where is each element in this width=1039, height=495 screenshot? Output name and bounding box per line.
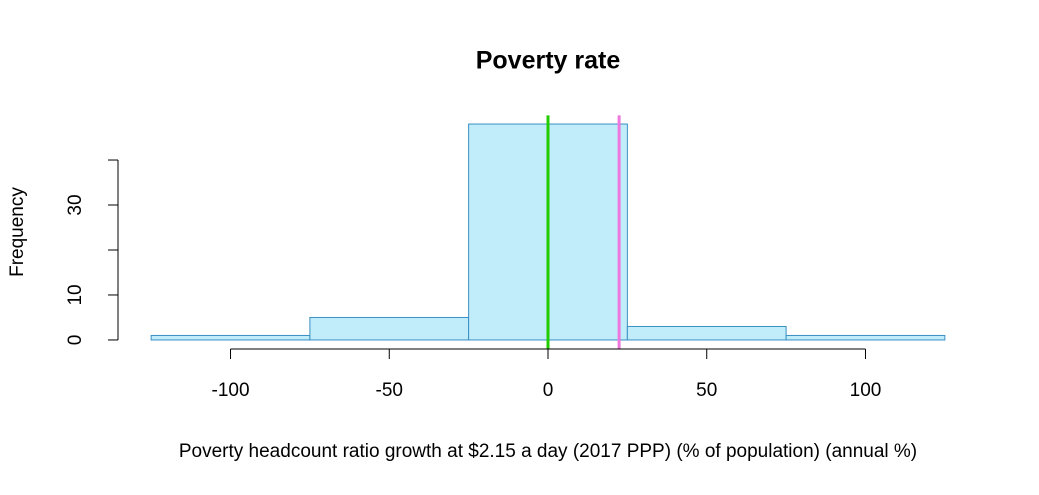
bar <box>309 316 470 341</box>
bar <box>150 334 311 341</box>
chart-title: Poverty rate <box>476 47 621 75</box>
y-axis-label: Frequency <box>7 187 28 277</box>
x-axis-label: Poverty headcount ratio growth at $2.15 … <box>179 441 917 462</box>
x-tick-label: 50 <box>696 380 717 401</box>
x-tick-label: -100 <box>212 380 250 401</box>
bar <box>785 334 946 341</box>
x-tick-label: 100 <box>850 380 882 401</box>
bar <box>626 325 787 341</box>
x-tick-label: 0 <box>543 380 554 401</box>
y-tick-label: 30 <box>65 194 86 215</box>
x-tick-label: -50 <box>376 380 403 401</box>
y-tick-label: 10 <box>65 284 86 305</box>
y-tick-label: 0 <box>65 335 86 346</box>
